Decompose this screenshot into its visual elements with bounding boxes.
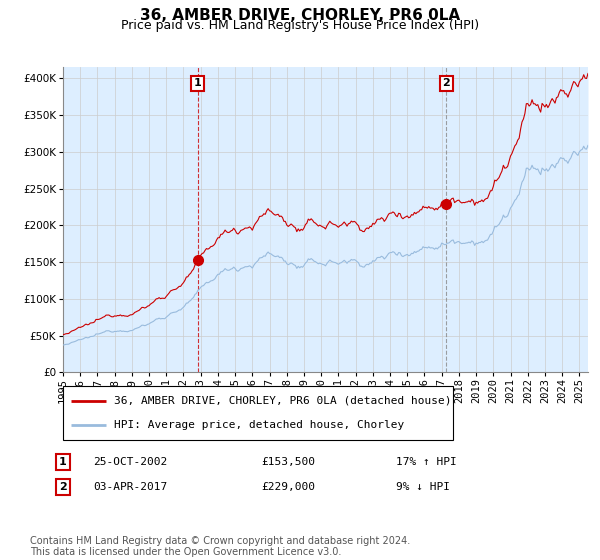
Text: HPI: Average price, detached house, Chorley: HPI: Average price, detached house, Chor… — [114, 420, 404, 430]
Text: 2: 2 — [59, 482, 67, 492]
Text: 1: 1 — [59, 457, 67, 467]
Text: 36, AMBER DRIVE, CHORLEY, PR6 0LA: 36, AMBER DRIVE, CHORLEY, PR6 0LA — [140, 8, 460, 24]
Text: Contains HM Land Registry data © Crown copyright and database right 2024.
This d: Contains HM Land Registry data © Crown c… — [30, 535, 410, 557]
Text: 2: 2 — [442, 78, 450, 88]
Text: Price paid vs. HM Land Registry's House Price Index (HPI): Price paid vs. HM Land Registry's House … — [121, 19, 479, 32]
FancyBboxPatch shape — [63, 386, 453, 440]
Text: £229,000: £229,000 — [261, 482, 315, 492]
Text: £153,500: £153,500 — [261, 457, 315, 467]
Text: 1: 1 — [194, 78, 202, 88]
Text: 03-APR-2017: 03-APR-2017 — [93, 482, 167, 492]
Text: 25-OCT-2002: 25-OCT-2002 — [93, 457, 167, 467]
Text: 17% ↑ HPI: 17% ↑ HPI — [396, 457, 457, 467]
Text: 9% ↓ HPI: 9% ↓ HPI — [396, 482, 450, 492]
Text: 36, AMBER DRIVE, CHORLEY, PR6 0LA (detached house): 36, AMBER DRIVE, CHORLEY, PR6 0LA (detac… — [114, 396, 451, 406]
